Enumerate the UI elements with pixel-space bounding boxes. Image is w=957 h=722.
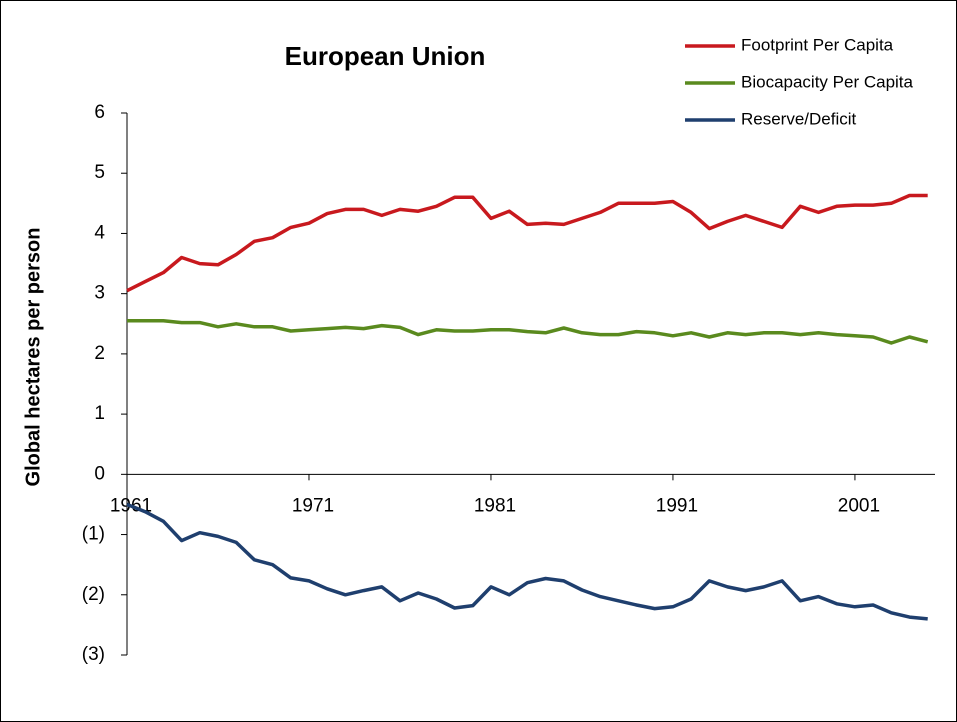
x-tick-label: 2001: [838, 495, 880, 516]
y-tick-label: (2): [82, 584, 105, 605]
y-tick-label: 3: [94, 283, 105, 304]
legend-label: Reserve/Deficit: [741, 109, 857, 128]
series-line: [126, 502, 928, 621]
y-tick-label: 0: [94, 463, 105, 484]
x-tick-label: 1971: [292, 495, 334, 516]
series-line: [126, 193, 928, 293]
legend-label: Biocapacity Per Capita: [741, 72, 914, 91]
y-tick-label: 6: [94, 102, 105, 123]
y-axis-label: Global hectares per person: [22, 228, 44, 487]
x-tick-label: 1981: [474, 495, 516, 516]
y-tick-label: 5: [94, 162, 105, 183]
y-tick-label: 2: [94, 343, 105, 364]
x-tick-label: 1991: [656, 495, 698, 516]
y-tick-label: (3): [82, 644, 105, 665]
y-tick-label: 4: [94, 222, 105, 243]
series-line: [127, 319, 929, 345]
legend-label: Footprint Per Capita: [741, 35, 894, 54]
y-tick-label: 1: [94, 403, 105, 424]
y-tick-label: (1): [82, 524, 105, 545]
chart-title: European Union: [285, 41, 486, 71]
